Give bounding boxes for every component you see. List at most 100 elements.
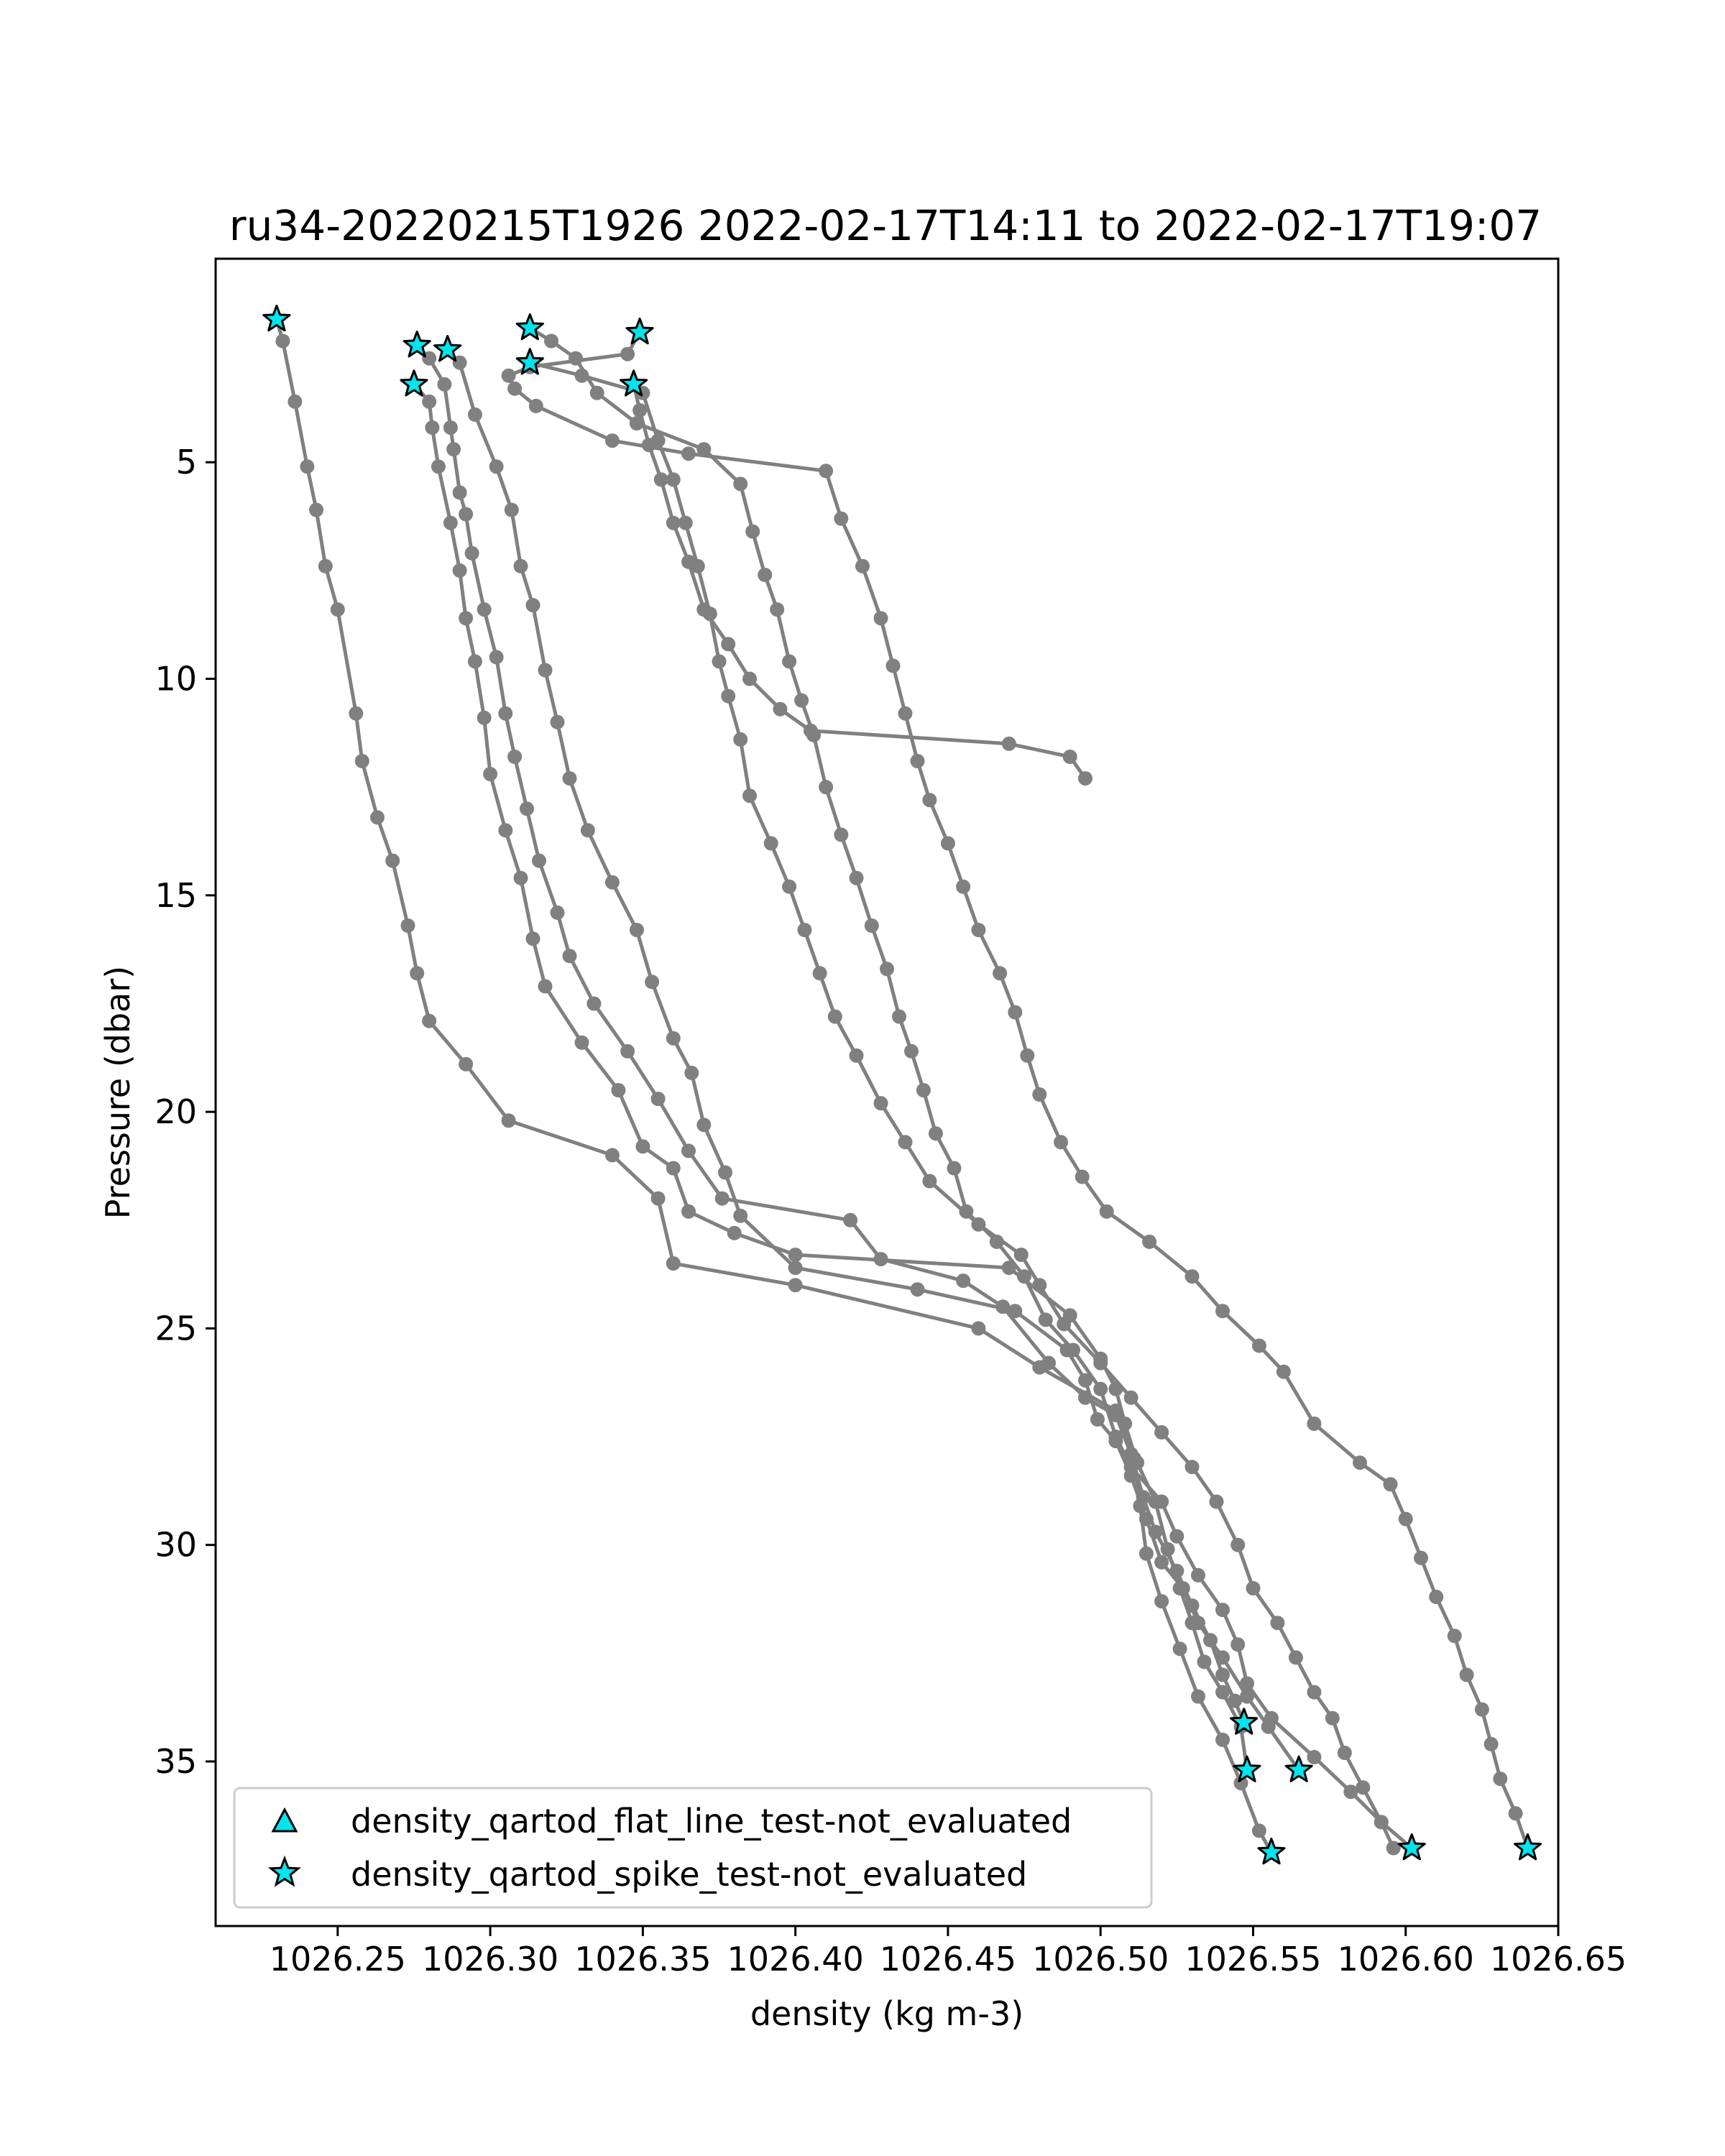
- data-point: [1075, 1169, 1090, 1184]
- data-point: [1215, 1304, 1230, 1319]
- data-point: [550, 905, 565, 920]
- data-point: [1191, 1616, 1205, 1631]
- data-point: [653, 472, 668, 487]
- data-point: [1215, 1650, 1230, 1665]
- x-tick-label: 1026.30: [422, 1940, 558, 1978]
- data-point: [1154, 1594, 1169, 1609]
- data-point: [562, 949, 577, 964]
- x-tick-label: 1026.60: [1338, 1940, 1474, 1978]
- spike-test-flag-star: [1233, 1755, 1261, 1782]
- data-point: [1054, 1135, 1068, 1150]
- data-point: [928, 1126, 943, 1141]
- data-point: [1184, 1269, 1200, 1284]
- data-point: [788, 1278, 803, 1293]
- data-point: [1118, 1416, 1133, 1431]
- data-point: [446, 442, 461, 457]
- data-point: [501, 1113, 516, 1128]
- data-point: [422, 394, 437, 409]
- data-point: [410, 966, 425, 981]
- data-point: [650, 1191, 666, 1206]
- data-point: [1191, 1689, 1205, 1704]
- data-point: [1474, 1702, 1489, 1717]
- data-point: [727, 1225, 742, 1240]
- data-point: [956, 1273, 971, 1289]
- data-point: [538, 663, 553, 678]
- data-point: [538, 979, 553, 994]
- data-point: [898, 706, 913, 721]
- data-point: [1191, 1567, 1205, 1583]
- data-point: [1343, 1784, 1358, 1800]
- data-point: [330, 602, 345, 617]
- data-point: [1001, 736, 1016, 751]
- data-point: [504, 502, 519, 517]
- y-tick-label: 10: [155, 660, 197, 699]
- data-point: [425, 420, 440, 435]
- y-tick-label: 30: [155, 1526, 197, 1565]
- data-point: [1276, 1364, 1291, 1379]
- plot-flags: [262, 304, 1542, 1865]
- spike-test-flag-star: [1257, 1838, 1286, 1865]
- data-point: [770, 602, 785, 617]
- data-point: [1215, 1667, 1230, 1682]
- data-point: [1138, 1511, 1154, 1526]
- data-point: [1383, 1477, 1398, 1492]
- data-point: [532, 853, 546, 868]
- data-point: [1169, 1529, 1184, 1544]
- data-point: [1008, 1304, 1023, 1319]
- data-point: [275, 333, 290, 349]
- data-point: [1093, 1355, 1108, 1370]
- data-point: [1038, 1312, 1053, 1327]
- data-point: [1169, 1563, 1184, 1578]
- data-point: [569, 351, 583, 366]
- data-point: [604, 433, 620, 448]
- data-point: [788, 1261, 803, 1276]
- data-point: [300, 459, 315, 474]
- data-point: [1160, 1542, 1175, 1557]
- data-point: [886, 658, 901, 673]
- data-point: [995, 1299, 1011, 1314]
- data-point: [1228, 1693, 1242, 1708]
- data-point: [1307, 1685, 1322, 1700]
- data-point: [459, 611, 474, 626]
- data-point: [947, 1161, 962, 1176]
- data-point: [910, 754, 925, 768]
- data-point: [1493, 1772, 1508, 1787]
- data-point: [773, 701, 788, 717]
- data-point: [1264, 1710, 1279, 1726]
- data-point: [721, 688, 736, 704]
- data-point: [989, 1234, 1004, 1249]
- data-point: [370, 810, 385, 825]
- data-point: [797, 923, 812, 937]
- data-point: [1020, 1048, 1035, 1063]
- data-point: [1215, 1732, 1230, 1747]
- data-point: [880, 962, 894, 977]
- data-point: [562, 771, 577, 786]
- data-point: [1484, 1736, 1499, 1751]
- data-point: [477, 602, 492, 617]
- data-point: [864, 918, 879, 933]
- data-point: [349, 706, 364, 721]
- data-point: [1108, 1407, 1123, 1422]
- data-point: [604, 1148, 620, 1163]
- legend-star-marker: [267, 1855, 302, 1887]
- spike-test-flag-star: [400, 369, 428, 397]
- x-tick-label: 1026.65: [1490, 1940, 1627, 1978]
- data-point: [733, 732, 748, 747]
- data-point: [1041, 1355, 1056, 1370]
- data-point: [758, 567, 773, 582]
- data-point: [763, 836, 778, 851]
- y-tick-label: 15: [155, 876, 197, 915]
- data-point: [1215, 1685, 1230, 1700]
- data-point: [733, 1208, 748, 1223]
- data-point: [812, 966, 827, 981]
- data-point: [443, 420, 458, 435]
- data-point: [849, 870, 864, 885]
- legend-triangle-marker: [271, 1807, 298, 1833]
- data-point: [550, 714, 565, 729]
- data-point: [580, 823, 595, 838]
- data-point: [1230, 1637, 1246, 1652]
- x-axis-ticks: 1026.25 1026.30 1026.35 1026.40 1026.45 1026.…: [270, 1926, 1627, 1978]
- data-point: [1066, 1342, 1080, 1358]
- legend: density_qartod_flat_line_test-not_evalua…: [233, 1787, 1153, 1909]
- data-point: [916, 1083, 931, 1097]
